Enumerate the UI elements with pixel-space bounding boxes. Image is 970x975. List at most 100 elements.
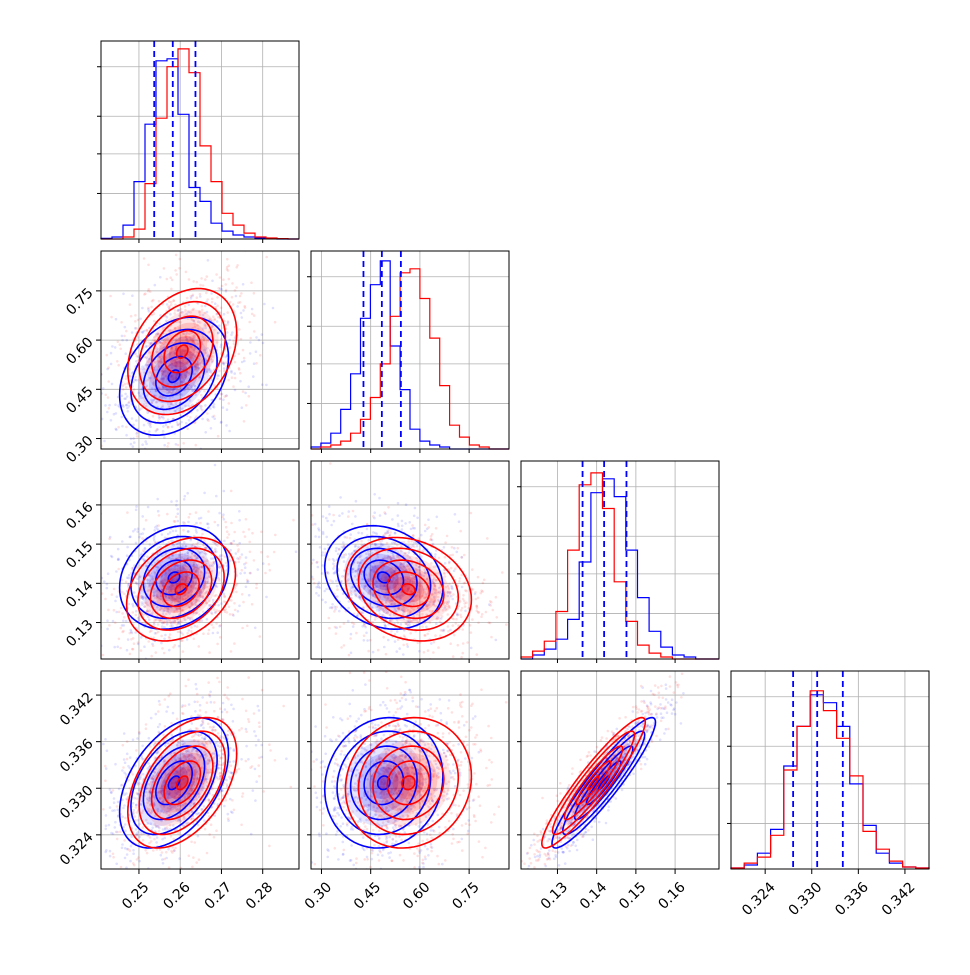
scatter-point [201,305,204,308]
scatter-point [401,520,404,523]
scatter-point [253,314,256,317]
scatter-point [434,634,437,637]
scatter-point [123,398,126,401]
scatter-point [221,285,224,288]
scatter-point [217,435,220,438]
scatter-point [383,646,386,649]
scatter-point [166,450,169,453]
scatter-point [129,629,132,632]
scatter-point [217,316,220,319]
scatter-point [170,288,173,291]
scatter-point [269,749,272,752]
scatter-point [102,743,105,746]
scatter-point [259,635,262,638]
scatter-point [463,600,466,603]
scatter-point [201,808,204,811]
scatter-point [460,574,463,577]
scatter-point [193,638,196,641]
scatter-point [401,528,404,531]
scatter-point [222,399,225,402]
scatter-point [212,315,215,318]
scatter-point [140,636,143,639]
scatter-point [489,622,492,625]
scatter-point [120,607,123,610]
scatter-point [211,624,214,627]
scatter-point [223,313,226,316]
scatter-point [229,301,232,304]
scatter-point [144,440,147,443]
scatter-point [331,603,334,606]
scatter-point [121,339,124,342]
diag-panel-0 [97,41,299,239]
scatter-point [153,622,156,625]
scatter-point [241,553,244,556]
scatter-point [191,462,194,465]
scatter-point [314,535,317,538]
scatter-point [116,360,119,363]
scatter-point [140,457,143,460]
scatter-point [326,520,329,523]
scatter-point [403,541,406,544]
scatter-point [221,288,224,291]
scatter-point [204,404,207,407]
scatter-point [343,560,346,563]
scatter-point [480,616,483,619]
scatter-point [452,624,455,627]
scatter-point [448,583,451,586]
scatter-point [223,490,226,493]
scatter-point [265,596,268,599]
scatter-point [125,773,128,776]
scatter-point [172,712,175,715]
pair-panel-3-0 [73,644,330,922]
scatter-point [438,557,441,560]
scatter-point [486,537,489,540]
scatter-point [177,520,180,523]
scatter-point [406,623,409,626]
scatter-point [156,498,159,501]
scatter-point [216,741,219,744]
scatter-point [213,406,216,409]
scatter-point [98,839,101,842]
scatter-point [317,583,320,586]
scatter-point [394,640,397,643]
scatter-point [109,855,112,858]
scatter-point [129,632,132,635]
scatter-point [402,653,405,656]
scatter-point [146,345,149,348]
scatter-point [240,338,243,341]
scatter-point [114,346,117,349]
scatter-point [171,462,174,465]
scatter-point [188,703,191,706]
scatter-point [405,503,408,506]
scatter-point [219,398,222,401]
scatter-point [220,558,223,561]
scatter-point [141,826,144,829]
scatter-point [117,364,120,367]
scatter-point [168,300,171,303]
scatter-point [196,281,199,284]
scatter-point [161,872,164,875]
scatter-point [229,613,232,616]
scatter-point [213,542,216,545]
scatter-point [317,594,320,597]
scatter-point [257,568,260,571]
scatter-point [114,621,117,624]
scatter-point [470,631,473,634]
scatter-point [451,546,454,549]
scatter-point [319,546,322,549]
scatter-point [241,406,244,409]
scatter-point [195,688,198,691]
scatter-point [339,496,342,499]
scatter-point [132,474,135,477]
scatter-point [218,577,221,580]
scatter-point [300,542,303,545]
scatter-point [477,576,480,579]
scatter-point [182,442,185,445]
hist-red-series [731,691,929,869]
scatter-point [333,610,336,613]
scatter-point [211,613,214,616]
scatter-point [452,593,455,596]
scatter-point [335,550,338,553]
scatter-point [397,638,400,641]
diag-panel-2 [517,461,719,659]
